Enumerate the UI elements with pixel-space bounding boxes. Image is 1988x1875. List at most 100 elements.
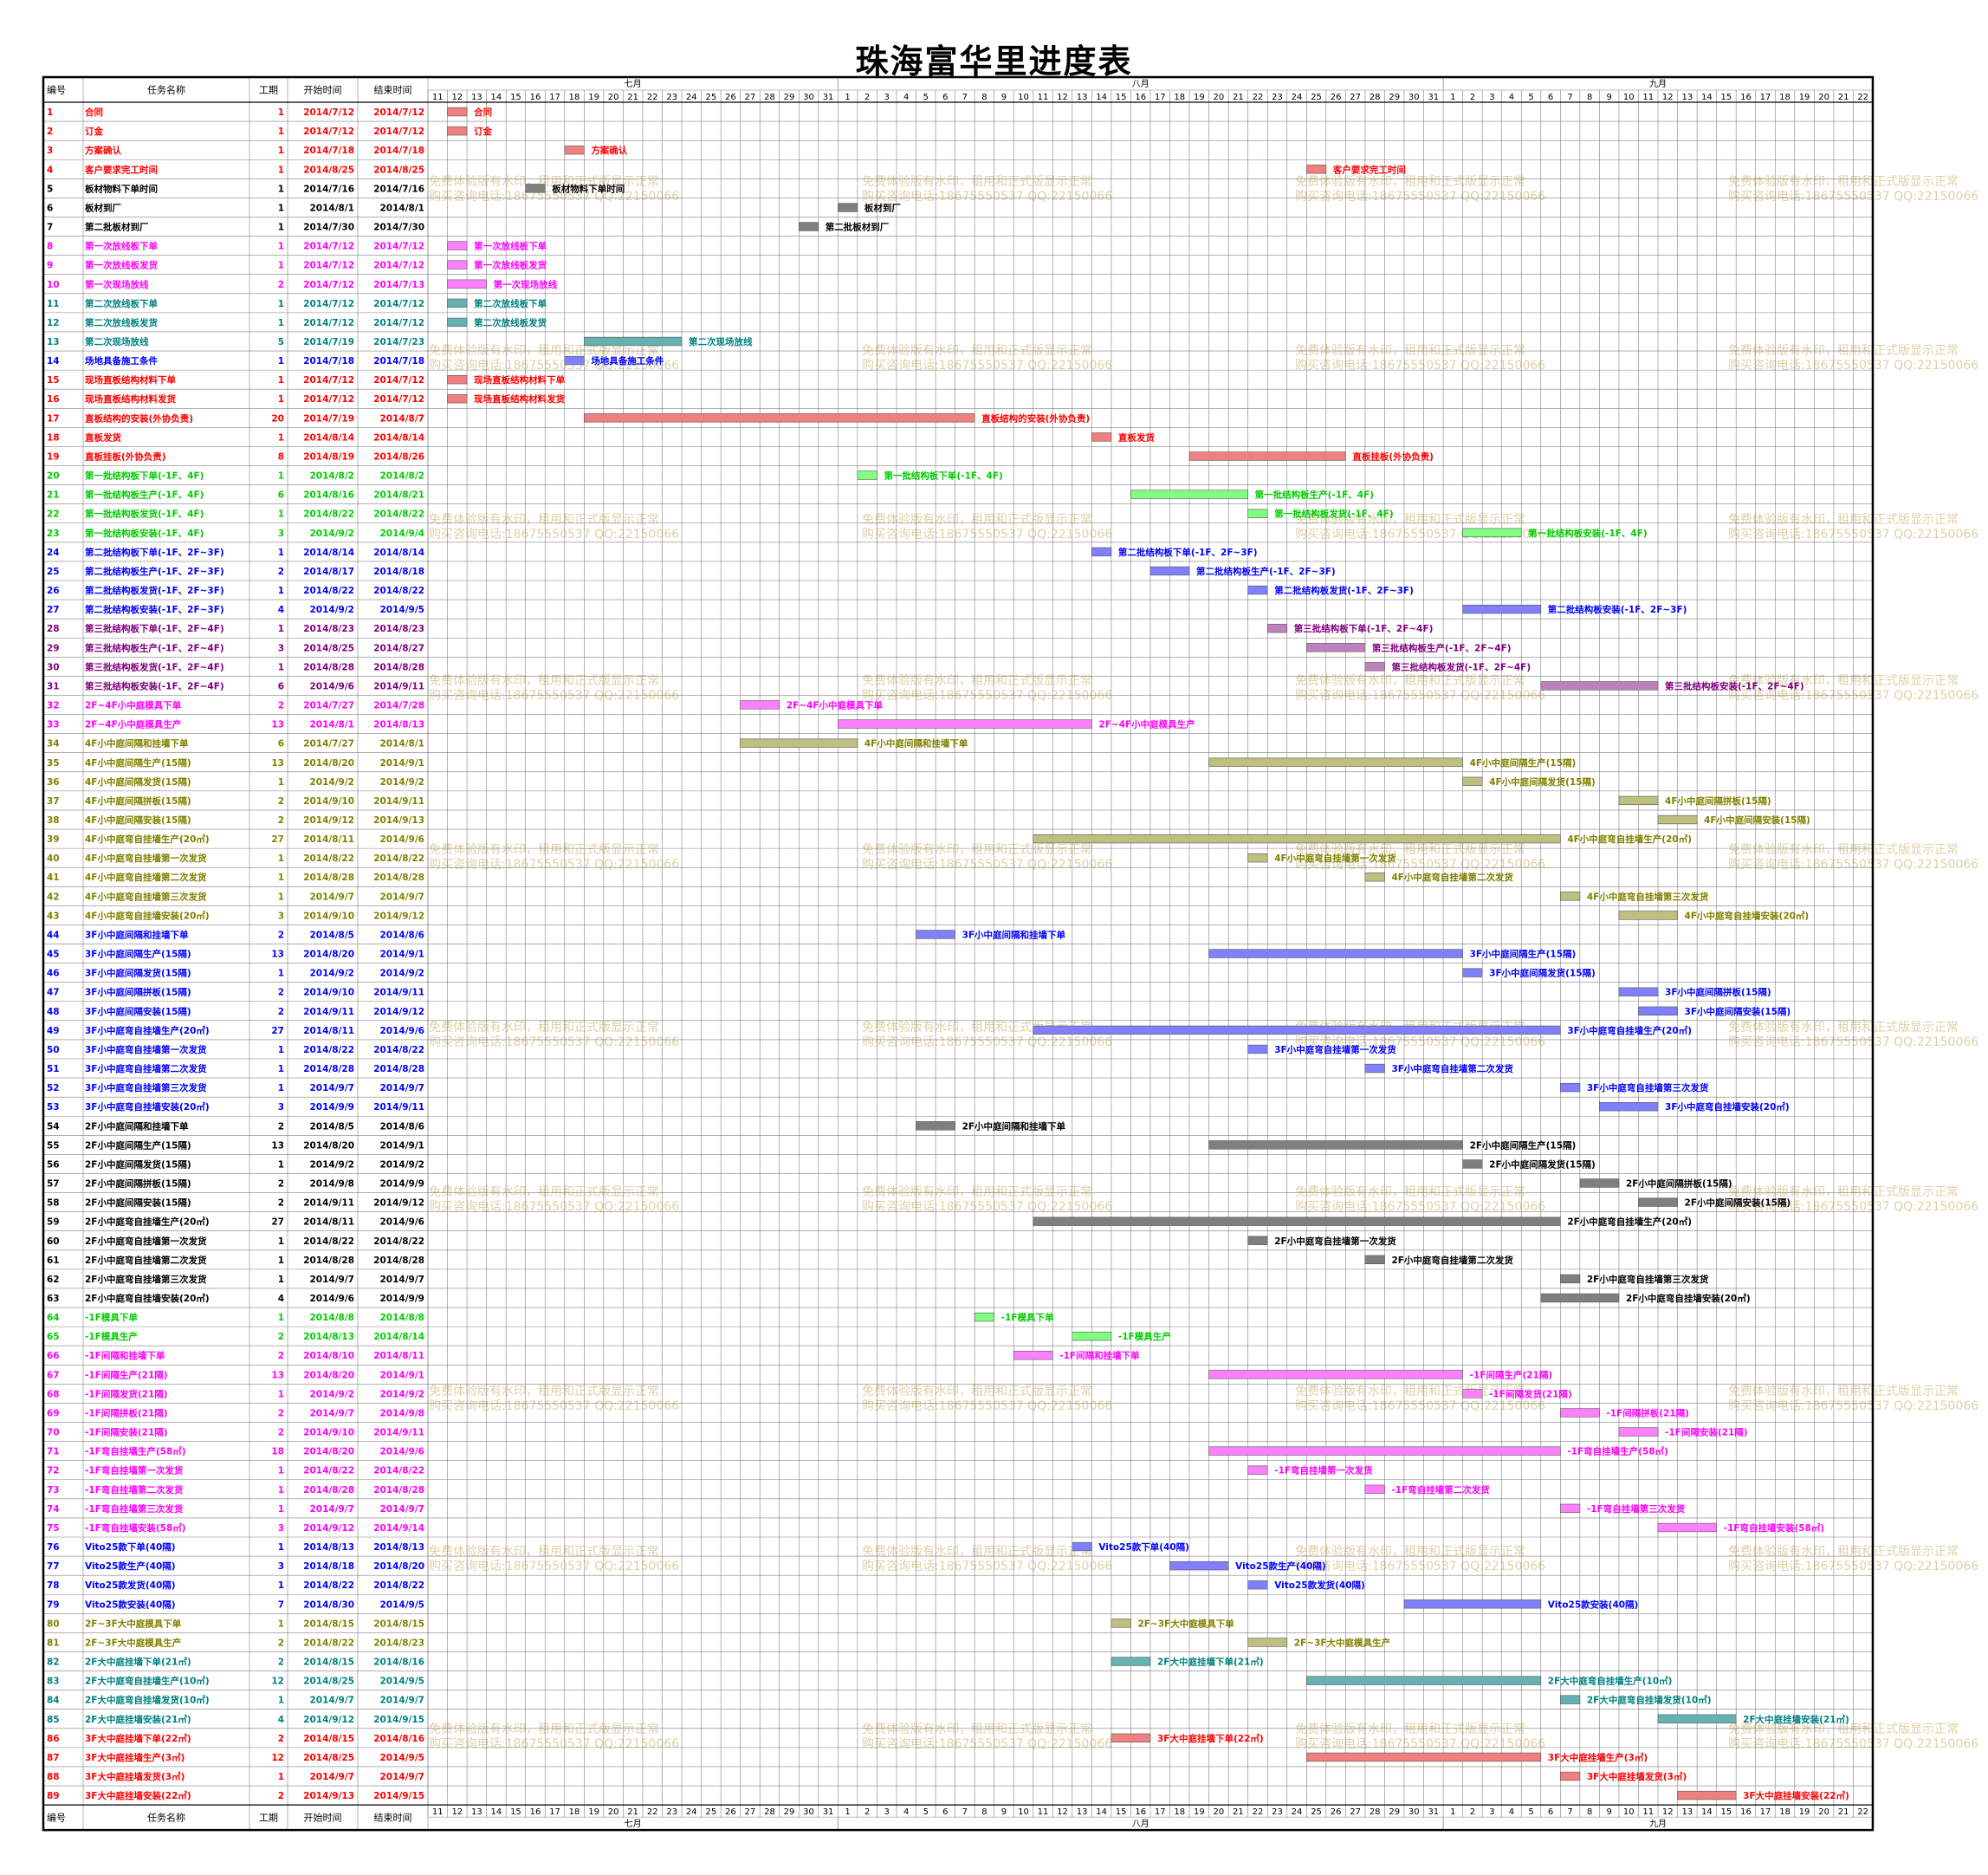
watermark-text: 免费体验版有水印，租用和正式版显示正常 [429, 1723, 659, 1736]
task-id: 40 [47, 853, 60, 864]
day-tick-label: 16 [1740, 1807, 1752, 1817]
day-tick-label: 3 [1489, 93, 1494, 102]
task-name: 板材到厂 [85, 202, 121, 213]
task-duration: 1 [278, 548, 284, 558]
task-id: 25 [47, 567, 60, 577]
bar-label: 第一次现场放线 [494, 279, 558, 290]
day-tick-label: 28 [1370, 1807, 1381, 1817]
watermark-text: 免费体验版有水印，租用和正式版显示正常 [429, 843, 659, 857]
task-id: 42 [47, 892, 60, 902]
day-tick-label: 27 [745, 1807, 756, 1817]
gantt-bar [1618, 1427, 1659, 1437]
task-duration: 2 [278, 988, 284, 998]
task-duration: 1 [278, 509, 284, 520]
day-tick-label: 9 [1606, 93, 1611, 102]
watermark-text: 购买咨询电话:18675550537 QQ:22150066 [1295, 1035, 1545, 1049]
task-start: 2014/8/15 [303, 1619, 354, 1629]
watermark-text: 购买咨询电话:18675550537 QQ:22150066 [862, 1399, 1112, 1413]
task-name: 第二次现场放线 [85, 336, 149, 347]
watermark-text: 免费体验版有水印，租用和正式版显示正常 [1728, 1185, 1959, 1199]
task-duration: 13 [271, 950, 284, 960]
day-tick-label: 31 [823, 93, 834, 102]
bar-label: 场地具备施工条件 [591, 355, 664, 367]
task-start: 2014/9/8 [309, 1179, 354, 1190]
task-start: 2014/9/7 [309, 1772, 354, 1782]
gantt-bar [1208, 1140, 1463, 1150]
day-tick-label: 24 [1292, 93, 1303, 102]
task-id: 88 [47, 1772, 60, 1782]
day-tick-label: 16 [530, 1807, 541, 1817]
task-start: 2014/8/30 [303, 1599, 354, 1610]
task-end: 2014/8/16 [373, 1734, 424, 1744]
bar-label: 2F小中庭弯自挂墙安装(20㎡) [1626, 1293, 1751, 1304]
task-end: 2014/8/26 [373, 451, 424, 462]
task-duration: 2 [278, 1428, 284, 1438]
task-id: 80 [47, 1619, 60, 1629]
bar-label: 3F大中庭挂墙安装(22㎡) [1743, 1790, 1849, 1801]
task-start: 2014/8/2 [309, 471, 354, 482]
task-name: 第一次放线板下单 [85, 241, 158, 252]
bar-label: -1F模具生产 [1118, 1331, 1171, 1342]
task-end: 2014/8/11 [373, 1351, 424, 1361]
bar-label: 2F小中庭弯自挂墙第二次发货 [1391, 1255, 1513, 1266]
task-duration: 1 [278, 1466, 284, 1476]
day-tick-label: 2 [1470, 93, 1475, 102]
day-tick-label: 19 [1799, 93, 1810, 102]
task-end: 2014/9/2 [379, 777, 424, 788]
gantt-bar [564, 146, 585, 155]
bar-label: 3F小中庭间隔安装(15隔) [1685, 1006, 1791, 1017]
task-name: -1F模具生产 [85, 1331, 138, 1342]
day-tick-label: 13 [1077, 93, 1088, 102]
table-border [42, 75, 1875, 1832]
watermark-text: 免费体验版有水印，租用和正式版显示正常 [1295, 674, 1525, 688]
gantt-bar [1618, 911, 1678, 920]
day-tick-label: 16 [1740, 93, 1752, 102]
day-tick-label: 17 [1760, 93, 1771, 102]
gantt-bar [1072, 1541, 1092, 1552]
task-start: 2014/9/6 [309, 681, 354, 691]
bar-label: 第二批结构板安装(-1F、2F~3F) [1548, 604, 1687, 615]
task-duration: 2 [278, 1408, 284, 1418]
watermark-text: 购买咨询电话:18675550537 QQ:22150066 [429, 1560, 679, 1573]
task-id: 66 [47, 1351, 60, 1361]
task-start: 2014/9/10 [303, 988, 354, 998]
task-id: 22 [47, 509, 60, 520]
watermark-text: 免费体验版有水印，租用和正式版显示正常 [1728, 1545, 1959, 1559]
day-tick-label: 21 [1838, 93, 1849, 102]
task-id: 17 [47, 413, 60, 424]
task-duration: 1 [278, 969, 284, 979]
bar-label: 2F大中庭弯自挂墙生产(10㎡) [1548, 1676, 1673, 1687]
task-start: 2014/9/7 [309, 1696, 354, 1706]
task-duration: 3 [278, 1561, 284, 1572]
day-tick-label: 19 [588, 93, 599, 102]
task-start: 2014/8/20 [303, 1370, 354, 1380]
watermark-text: 免费体验版有水印，租用和正式版显示正常 [862, 1185, 1092, 1199]
day-tick-label: 23 [1272, 93, 1283, 102]
day-tick-label: 25 [1311, 1807, 1322, 1817]
day-tick-label: 16 [530, 93, 541, 102]
bar-label: 第一批结构板下单(-1F、4F) [884, 470, 1002, 482]
day-tick-label: 4 [903, 1807, 909, 1817]
task-name: 第三批结构板安装(-1F、2F~4F) [85, 680, 224, 691]
gantt-bar [1560, 1503, 1581, 1514]
task-duration: 2 [278, 930, 284, 940]
task-name: 2F小中庭间隔安装(15隔) [85, 1197, 191, 1209]
task-start: 2014/9/10 [303, 911, 354, 921]
task-duration: 4 [278, 1715, 284, 1725]
gantt-bar [1208, 949, 1463, 958]
gantt-bar [447, 375, 468, 385]
task-duration: 8 [278, 451, 284, 462]
task-end: 2014/9/11 [373, 988, 424, 998]
task-start: 2014/8/28 [303, 1255, 354, 1266]
watermark-text: 购买咨询电话:18675550537 QQ:22150066 [429, 689, 679, 703]
day-tick-label: 1 [1450, 1807, 1455, 1817]
task-end: 2014/9/7 [379, 892, 424, 902]
task-name: 客户要求完工时间 [84, 164, 158, 175]
task-name: 3F小中庭间隔安装(15隔) [85, 1006, 191, 1017]
day-tick-label: 30 [1408, 93, 1420, 102]
task-id: 36 [47, 777, 60, 788]
day-tick-label: 15 [1116, 93, 1127, 102]
task-name: -1F间隔生产(21隔) [85, 1369, 168, 1380]
task-id: 37 [47, 796, 60, 807]
watermark-text: 免费体验版有水印，租用和正式版显示正常 [1295, 175, 1525, 189]
